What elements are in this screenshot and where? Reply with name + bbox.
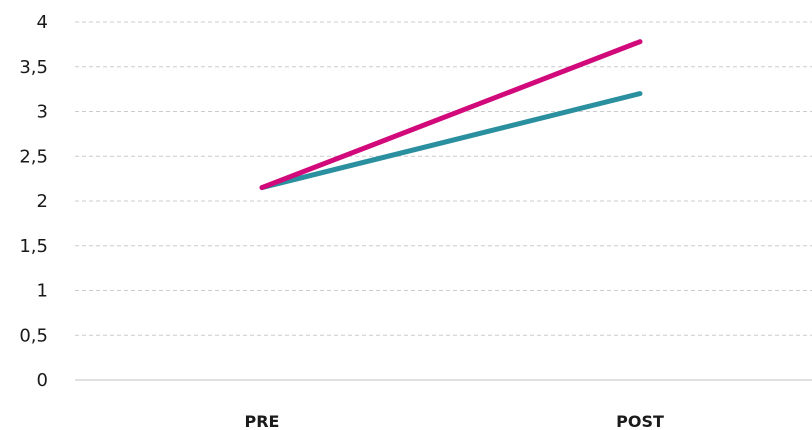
y-tick-label: 3: [37, 102, 48, 123]
x-tick-label: PRE: [245, 412, 280, 430]
grid-layer: [75, 21, 812, 381]
y-tick-label: 3,5: [19, 57, 48, 78]
series-layer: [259, 39, 643, 191]
x-tick-label: POST: [616, 412, 664, 430]
y-tick-label: 2: [37, 191, 48, 212]
y-axis: 0 0,5 1 1,5 2 2,5 3 3,5 4: [19, 12, 48, 391]
y-tick-label: 0,5: [19, 325, 48, 346]
y-tick-label: 1,5: [19, 236, 48, 257]
y-tick-label: 0: [37, 370, 48, 391]
y-tick-label: 4: [37, 12, 48, 33]
y-tick-label: 1: [37, 281, 48, 302]
series-line-1: [259, 91, 643, 191]
y-tick-label: 2,5: [19, 146, 48, 167]
x-axis: PRE POST: [245, 412, 664, 430]
series-line-2: [259, 39, 643, 191]
